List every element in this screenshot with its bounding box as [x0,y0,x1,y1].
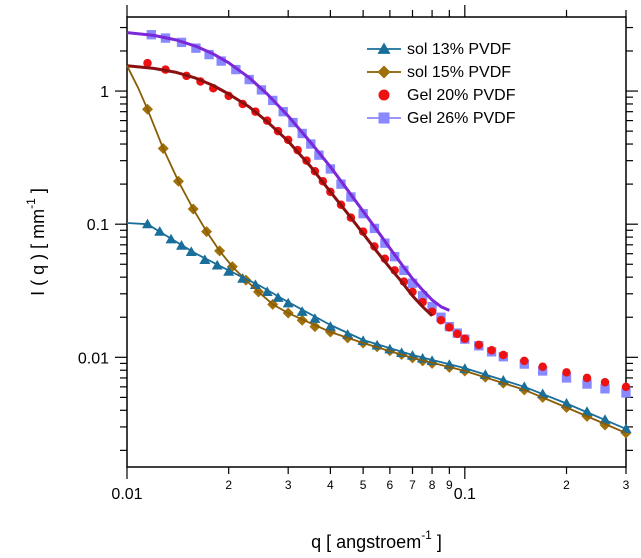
y-axis-label-tail: ] [28,188,48,198]
x-minor-tick-label: 2 [563,478,570,492]
data-point [445,323,454,332]
data-point [309,313,321,323]
series-layer [126,30,632,439]
data-point [427,302,437,312]
legend-marker [377,42,391,54]
legend-item: sol 13% PVDF [367,41,511,58]
data-point [407,278,418,288]
x-minor-tick-label: 5 [360,478,367,492]
y-tick-label: 0.1 [87,217,109,234]
fit-line [126,64,434,317]
data-point [621,388,631,398]
data-point [538,362,547,371]
x-tick-label: 0.01 [111,486,142,503]
y-axis-label-sup: -1 [24,198,38,209]
plot-frame [126,16,627,468]
x-minor-tick-label: 7 [409,478,416,492]
legend-item: sol 15% PVDF [367,64,511,81]
data-point [314,150,324,160]
legend-item: Gel 20% PVDF [378,87,516,104]
legend-marker [378,112,390,124]
data-point [216,56,226,66]
data-point [261,286,273,297]
x-tick-label: 0.1 [454,486,476,503]
data-point [600,384,610,394]
legend-marker [378,89,390,101]
data-point [417,291,428,301]
x-axis-label-sup: -1 [421,528,432,542]
x-minor-tick-label: 6 [387,478,394,492]
data-point [600,377,610,387]
fit-line [126,222,627,430]
data-point [399,265,409,276]
y-axis-label: I ( q ) [ mm-1 ] [24,188,48,296]
legend-item: Gel 26% PVDF [367,110,516,127]
legend-marker [377,65,391,79]
series-square [146,30,631,398]
data-point [561,373,572,383]
data-point [621,382,631,392]
data-point [453,329,462,339]
x-minor-tick-label: 3 [623,478,630,492]
legend-label: Gel 26% PVDF [407,110,516,127]
y-axis-label-main: I ( q ) [ mm [28,209,48,296]
x-minor-tick-label: 3 [285,478,292,492]
x-minor-tick-label: 8 [429,478,436,492]
x-axis-label: q [ angstroem-1 ] [311,528,442,552]
x-axis-label-main: q [ angstroem [311,532,421,552]
legend-label: sol 15% PVDF [407,64,511,81]
data-point [336,179,346,189]
legend-label: sol 13% PVDF [407,41,511,58]
series-circle [143,58,631,392]
data-point [143,58,152,68]
series-diamond [142,103,632,439]
x-minor-tick-label: 2 [225,478,232,492]
y-tick-label: 1 [100,84,109,101]
data-point [191,43,201,53]
plot-frame-group [126,16,627,468]
data-point [436,315,446,325]
legend-label: Gel 20% PVDF [407,87,516,104]
data-point [487,345,496,355]
x-axis-label-tail: ] [432,532,442,552]
x-minor-tick-label: 4 [327,478,334,492]
data-point [562,368,571,377]
fit-line [126,65,627,434]
axis-ticks: 0.01 0.1 2 3 4 5 6 7 8 9 2 3 0.01 0.1 1 [78,5,638,503]
data-point [474,340,484,350]
y-tick-label: 0.01 [78,350,109,367]
legend: sol 13% PVDF sol 15% PVDF Gel 20% PVDF Gel … [367,41,516,127]
x-minor-tick-label: 9 [446,478,453,492]
data-point [582,379,592,389]
data-point [582,373,592,383]
data-point [296,306,308,316]
data-point [499,350,508,360]
data-point [460,334,470,343]
data-point [204,49,214,60]
data-point [520,356,529,366]
fit-line [126,31,451,312]
